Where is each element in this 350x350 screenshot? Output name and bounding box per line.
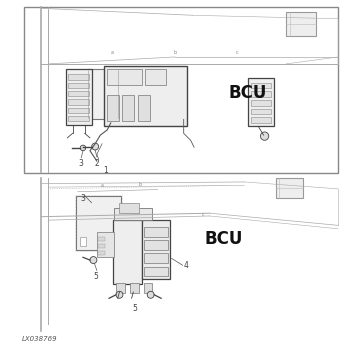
Text: 5: 5 bbox=[133, 304, 138, 313]
Text: 3: 3 bbox=[79, 159, 84, 168]
Bar bbox=[98, 244, 105, 248]
Bar bbox=[68, 74, 89, 79]
Bar bbox=[76, 196, 121, 250]
Circle shape bbox=[92, 143, 99, 150]
Circle shape bbox=[260, 132, 269, 140]
Bar bbox=[79, 238, 86, 246]
Bar bbox=[68, 108, 89, 113]
Bar bbox=[97, 232, 114, 257]
Bar bbox=[68, 116, 89, 121]
Text: 1: 1 bbox=[103, 166, 108, 175]
Bar bbox=[122, 95, 134, 121]
Text: a: a bbox=[100, 183, 104, 188]
Text: 5: 5 bbox=[94, 272, 99, 281]
Bar bbox=[98, 251, 105, 255]
Bar bbox=[146, 69, 166, 85]
Bar bbox=[144, 267, 168, 276]
Bar bbox=[75, 195, 122, 251]
Circle shape bbox=[116, 291, 123, 298]
Bar bbox=[66, 69, 92, 125]
Text: a: a bbox=[111, 49, 114, 55]
Bar bbox=[276, 178, 303, 197]
Bar bbox=[86, 69, 119, 119]
Bar bbox=[251, 117, 271, 123]
Bar bbox=[144, 253, 168, 263]
Text: b: b bbox=[174, 49, 176, 55]
Bar bbox=[144, 227, 168, 237]
Bar bbox=[248, 78, 274, 126]
Text: BCU: BCU bbox=[229, 84, 267, 103]
Bar bbox=[251, 100, 271, 106]
Bar bbox=[138, 95, 150, 121]
Circle shape bbox=[90, 257, 97, 264]
Bar bbox=[116, 284, 125, 293]
Bar bbox=[142, 220, 170, 279]
Text: 3: 3 bbox=[80, 194, 85, 203]
Bar bbox=[144, 284, 153, 293]
Text: c: c bbox=[202, 212, 204, 217]
Text: BCU: BCU bbox=[204, 230, 243, 248]
Bar bbox=[68, 83, 89, 88]
Text: c: c bbox=[236, 49, 239, 55]
Bar bbox=[107, 95, 119, 121]
Text: LX038769: LX038769 bbox=[22, 336, 58, 342]
Bar bbox=[144, 240, 168, 250]
Text: 2: 2 bbox=[94, 159, 99, 168]
Bar bbox=[251, 109, 271, 114]
Bar bbox=[68, 99, 89, 105]
Text: 4: 4 bbox=[184, 261, 189, 271]
Bar bbox=[107, 69, 142, 85]
Bar bbox=[104, 66, 187, 126]
Circle shape bbox=[80, 145, 86, 151]
Bar bbox=[251, 83, 271, 88]
Bar bbox=[112, 220, 142, 284]
Bar bbox=[98, 237, 105, 241]
Bar bbox=[114, 208, 153, 220]
Circle shape bbox=[147, 291, 154, 298]
Bar bbox=[68, 91, 89, 96]
Text: b: b bbox=[139, 182, 142, 187]
Bar bbox=[119, 203, 139, 213]
Bar bbox=[24, 7, 338, 173]
Bar bbox=[251, 91, 271, 97]
Bar bbox=[130, 284, 139, 293]
Bar bbox=[286, 12, 316, 36]
